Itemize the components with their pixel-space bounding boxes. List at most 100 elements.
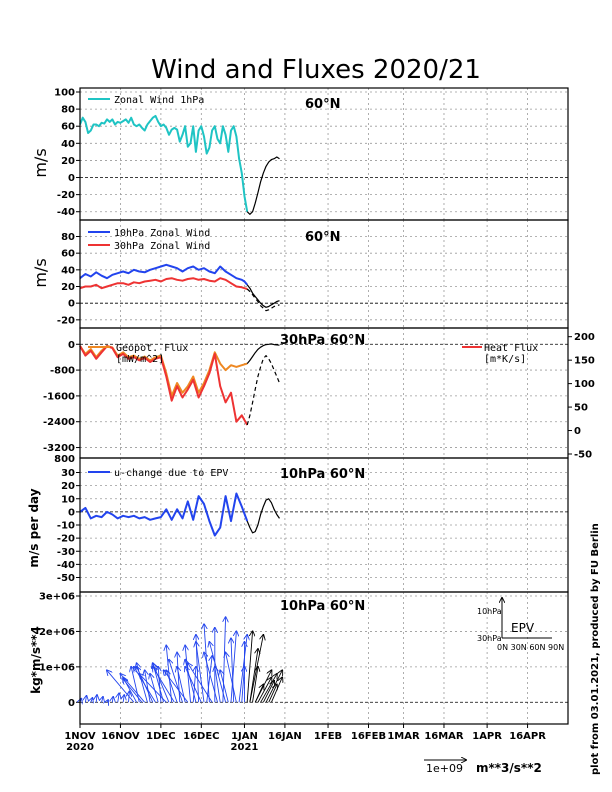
ep-vector-47 [231, 639, 234, 703]
ep-vector-35 [185, 667, 202, 703]
xtick-sublabel-4: 2021 [231, 742, 259, 753]
epv-inset-bottom-label: 30hPa [477, 634, 502, 643]
xtick-label-7: 16FEB [351, 731, 386, 742]
ytick-label-2-5: 80 [61, 232, 75, 243]
ep-vector-48 [226, 653, 237, 703]
ep-vector-39 [188, 663, 213, 703]
ep-vector-25 [153, 667, 175, 703]
scale-value: 1e+09 [426, 762, 463, 775]
legend-uchange: u-change due to EPV [114, 468, 228, 479]
ytick-label-3-0: -3200 [43, 443, 75, 454]
series-3-2 [246, 343, 280, 364]
ytick-label-3-4: 0 [68, 340, 75, 351]
y2tick-label-2: 50 [574, 403, 588, 414]
ytick-label-4-1: -40 [57, 560, 75, 571]
panel5-ylabel: kg*m/s**4 [29, 626, 43, 694]
ep-vector-16 [145, 670, 151, 703]
panel1-ylabel: m/s [31, 148, 50, 177]
series-3-3 [246, 355, 281, 426]
ytick-label-4-4: -10 [57, 521, 75, 532]
ep-vector-49 [238, 635, 247, 703]
ep-vector-52 [246, 631, 252, 703]
series-4-0 [79, 492, 249, 537]
panels: -40-20020406080100-20020406080-3200-2400… [39, 87, 595, 725]
ep-vector-12 [131, 667, 140, 703]
xtick-label-4: 1JAN [231, 731, 258, 742]
legend-geopot: Geopot. Flux [116, 343, 188, 354]
ep-vector-4 [102, 697, 103, 702]
ep-vector-7 [118, 693, 119, 703]
ep-vector-44 [209, 642, 227, 703]
ytick-label-2-1: 0 [68, 299, 75, 310]
ep-vector-55 [252, 667, 258, 703]
xtick-sublabel-0: 2020 [66, 742, 94, 753]
panel1-lat-label: 60°N [305, 97, 340, 112]
ytick-label-2-2: 20 [61, 282, 75, 293]
legend-30hpa: 30hPa Zonal Wind [114, 241, 210, 252]
legend-heat: Heat Flux [484, 343, 538, 354]
series-2-1 [79, 277, 248, 290]
series-1-1 [246, 156, 280, 215]
ytick-label-4-6: 10 [61, 494, 75, 505]
ep-vector-10 [107, 670, 135, 703]
ytick-label-4-7: 20 [61, 481, 75, 492]
xtick-label-10: 1APR [472, 731, 502, 742]
ep-vector-28 [169, 660, 183, 703]
series-1-0 [79, 114, 249, 212]
y2tick-label-3: 100 [574, 379, 595, 390]
scale-units: m**3/s**2 [476, 761, 542, 775]
xtick-label-5: 16JAN [268, 731, 302, 742]
xtick-label-2: 1DEC [146, 731, 175, 742]
epv-inset-xaxis: 0N 30N 60N 90N [497, 643, 564, 652]
legend-geopot-units: [mW/m^2] [116, 354, 164, 365]
panel5-lat-label: 10hPa 60°N [280, 599, 365, 614]
ep-vector-32 [193, 667, 196, 703]
ep-vector-63 [271, 677, 282, 703]
ep-vector-33 [185, 660, 197, 703]
xtick-label-6: 1FEB [314, 731, 342, 742]
panel4-top-label: 800 [54, 454, 75, 465]
panel4-ylabel: m/s per day [27, 488, 41, 567]
ytick-label-1-4: 40 [61, 139, 75, 150]
ytick-label-1-5: 60 [61, 122, 75, 133]
legends: Zonal Wind 1hPa 60°N m/s 10hPa Zonal Win… [27, 95, 601, 775]
ep-vector-59 [260, 674, 277, 703]
y2tick-label-4: 150 [574, 356, 595, 367]
legend-heat-units: [m*K/s] [484, 354, 526, 365]
series-2-0 [79, 263, 248, 286]
ytick-label-1-7: 100 [54, 88, 75, 99]
xtick-label-0: 1NOV [64, 731, 96, 742]
ytick-label-2-0: -20 [57, 315, 75, 326]
ep-vector-13 [123, 679, 143, 703]
ep-vector-3 [96, 695, 97, 703]
ytick-label-5-0: 0 [68, 698, 75, 709]
ep-vector-62 [268, 685, 277, 703]
xtick-label-9: 16MAR [424, 731, 464, 742]
ytick-label-5-3: 3e+06 [39, 592, 75, 603]
xtick-label-8: 1MAR [387, 731, 420, 742]
series-2-3 [246, 288, 280, 312]
ytick-label-4-0: -50 [57, 573, 75, 584]
ep-vector-43 [223, 617, 226, 703]
xtick-label-11: 16APR [509, 731, 546, 742]
ytick-label-4-8: 30 [61, 468, 75, 479]
ep-vector-18 [134, 667, 156, 703]
ep-vector-57 [254, 685, 263, 703]
ytick-label-1-6: 80 [61, 105, 75, 116]
ep-vector-46 [230, 631, 236, 703]
ytick-label-3-2: -1600 [43, 391, 75, 402]
ytick-label-1-2: 0 [68, 173, 75, 184]
legend-zonal-1hpa: Zonal Wind 1hPa [114, 95, 204, 106]
ytick-label-5-2: 2e+06 [39, 627, 75, 638]
ep-vector-61 [265, 670, 282, 703]
ytick-label-3-1: -2400 [43, 417, 75, 428]
y2tick-label-1: 0 [574, 426, 581, 437]
ep-vector-58 [257, 677, 271, 703]
y2tick-label-5: 200 [574, 332, 595, 343]
ytick-label-4-2: -30 [57, 547, 75, 558]
panel-frame-5 [79, 591, 569, 725]
ep-vector-41 [204, 653, 218, 703]
panel3-lat-label: 30hPa 60°N [280, 333, 365, 348]
